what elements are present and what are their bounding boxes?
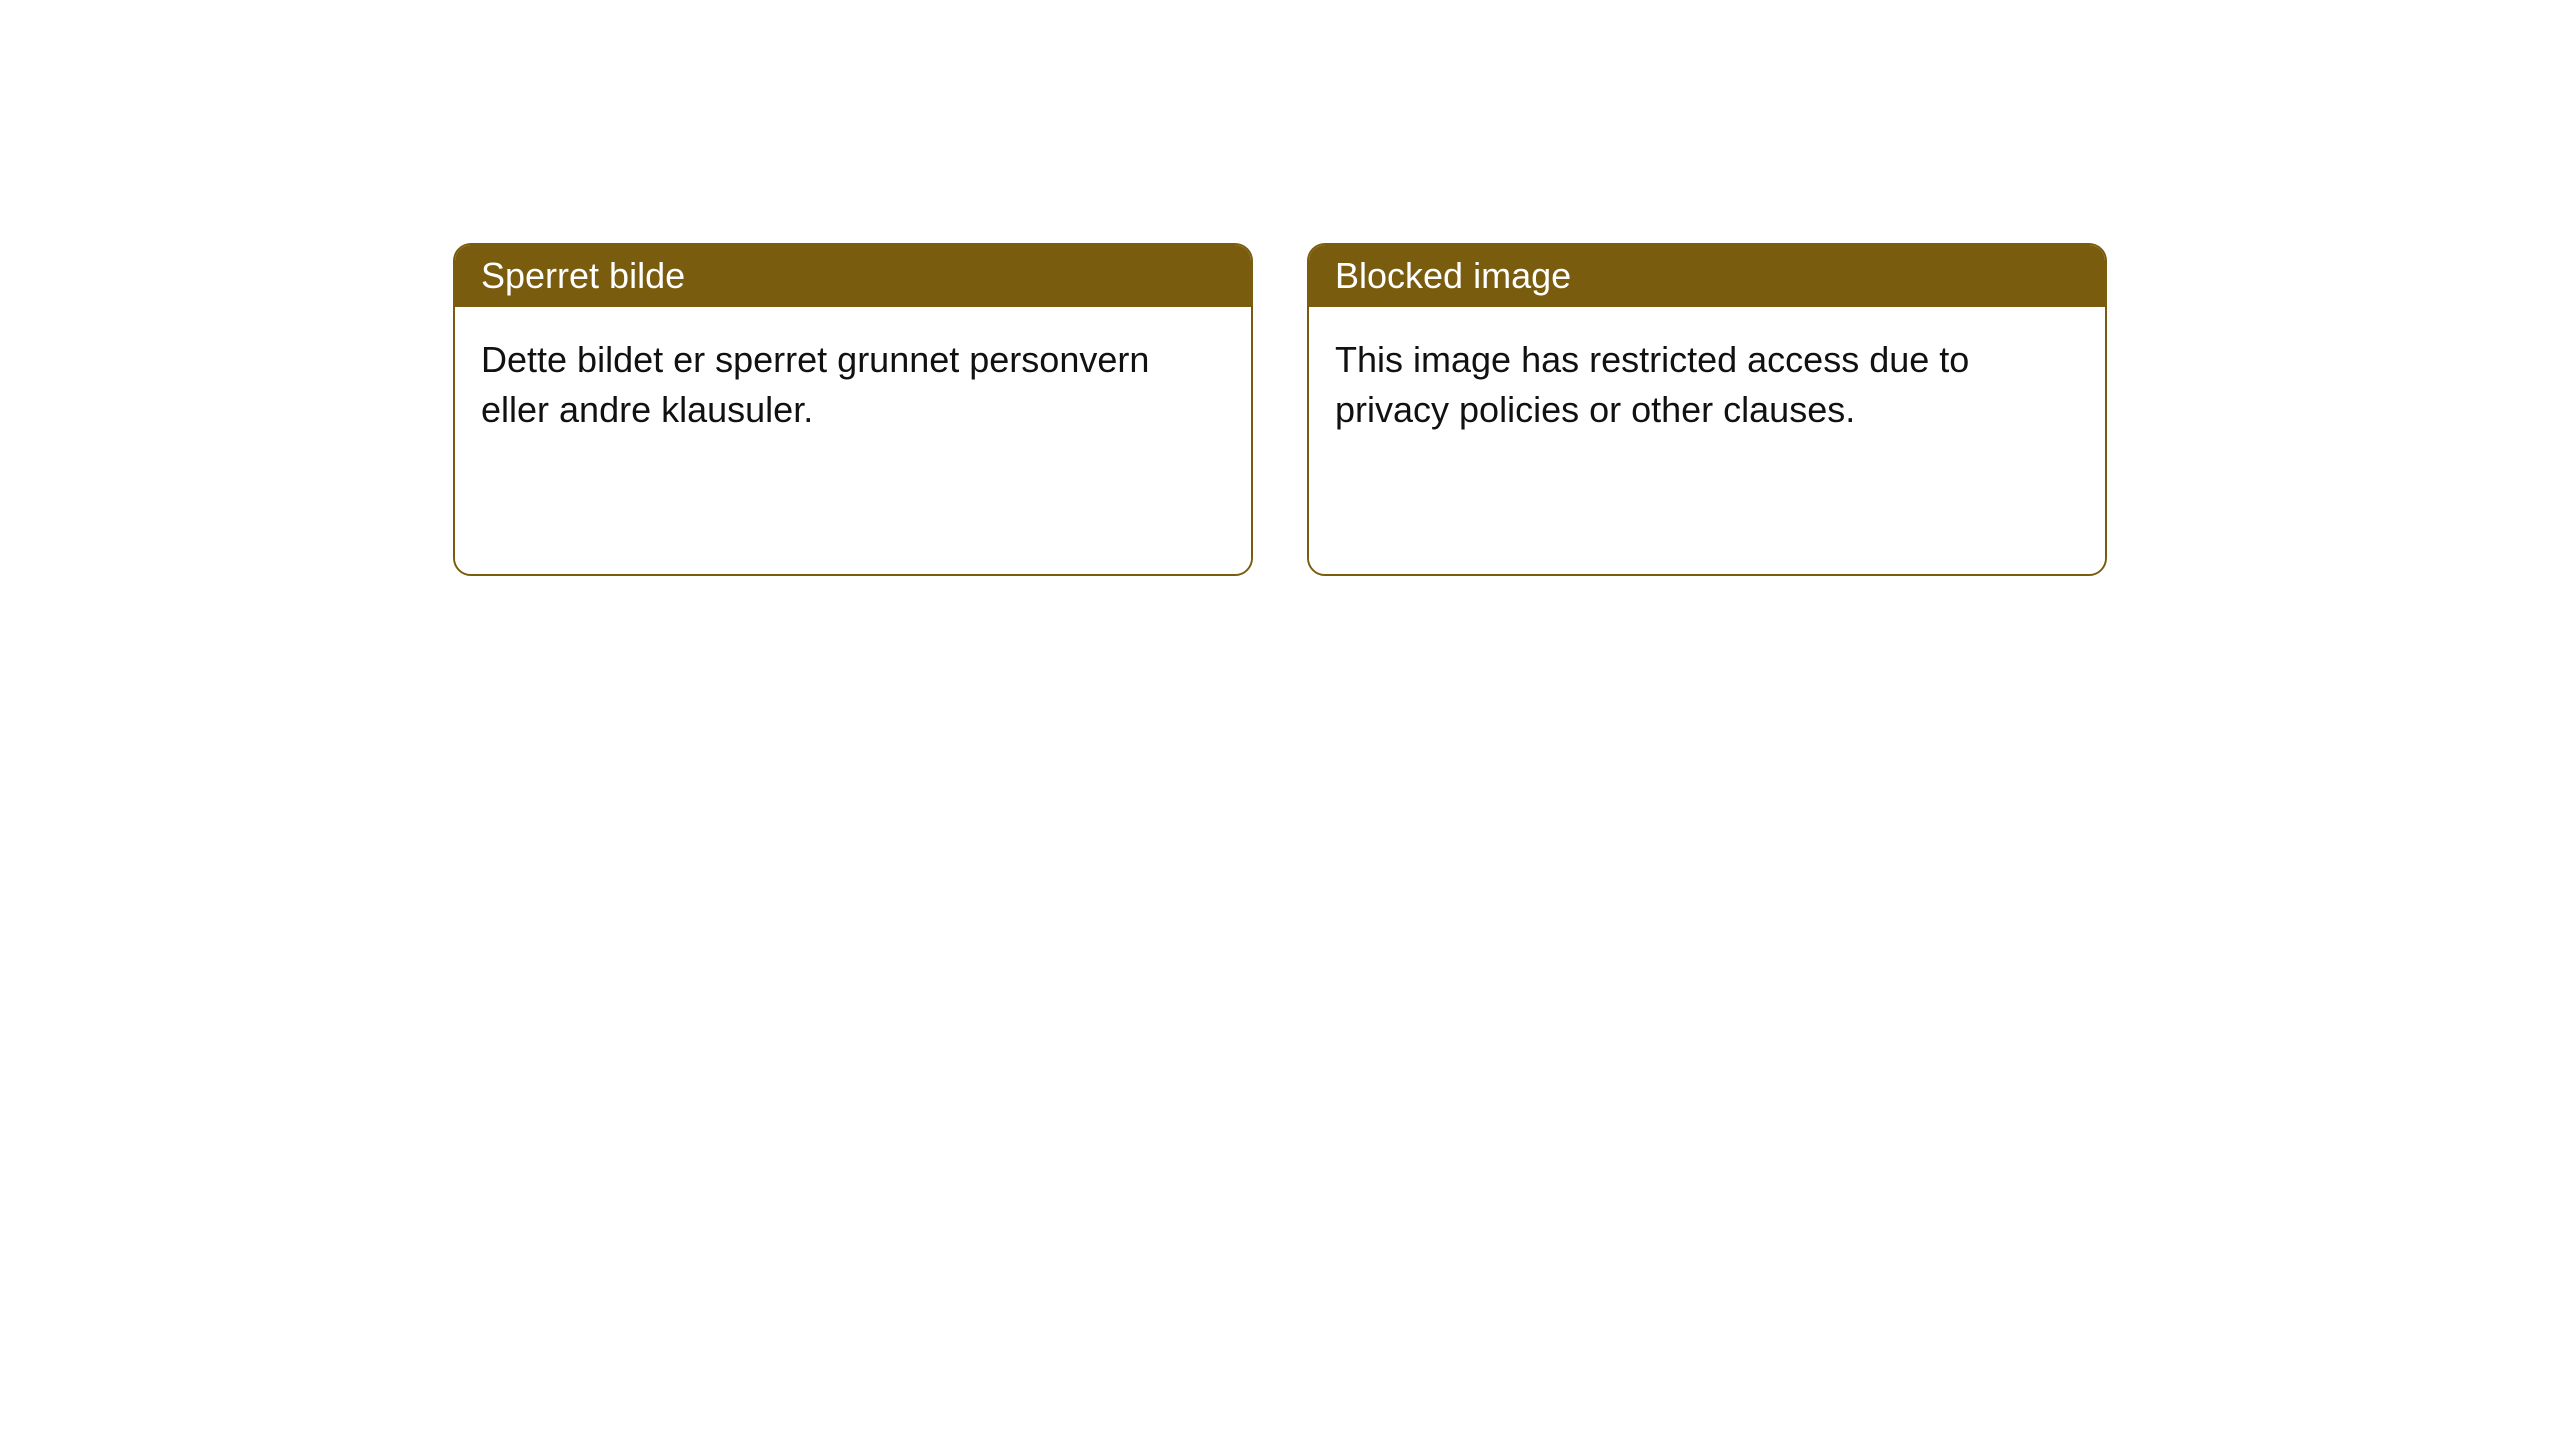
blocked-image-card-norwegian: Sperret bilde Dette bildet er sperret gr…	[453, 243, 1253, 576]
blocked-image-card-english: Blocked image This image has restricted …	[1307, 243, 2107, 576]
card-title-english: Blocked image	[1309, 245, 2105, 307]
card-body-norwegian: Dette bildet er sperret grunnet personve…	[455, 307, 1251, 574]
card-body-english: This image has restricted access due to …	[1309, 307, 2105, 574]
card-title-norwegian: Sperret bilde	[455, 245, 1251, 307]
blocked-image-notices: Sperret bilde Dette bildet er sperret gr…	[453, 243, 2107, 1440]
